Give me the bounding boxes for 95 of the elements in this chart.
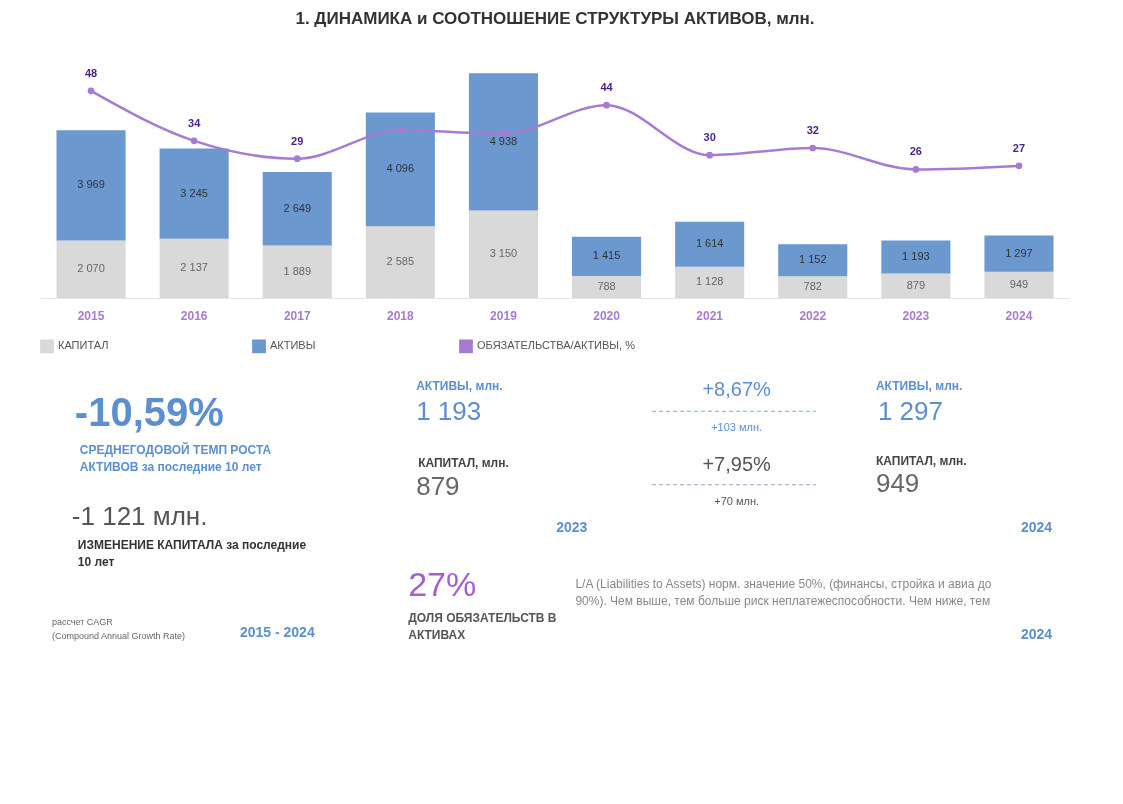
bar: [572, 276, 642, 298]
x-tick-label: 2015: [77, 308, 105, 323]
point: [912, 166, 920, 173]
data-label: 1 297: [1005, 246, 1033, 259]
data-label: 29: [291, 134, 304, 147]
bar: [675, 266, 745, 298]
text: ИЗМЕНЕНИЕ КАПИТАЛА за последние 10 лет: [77, 538, 307, 570]
bar: [56, 240, 126, 298]
x-tick-label: 2023: [902, 308, 930, 323]
data-label: 1 889: [283, 264, 312, 277]
text: L/A (Liabilities to Assets) норм. значение 50%, (финансы, стройка и авиа до 90%). Чем выше, тем больше риск неплатежеспособности. Чем ниже, тем: [575, 576, 992, 608]
x-tick-label: 2021: [696, 308, 724, 323]
bar: [984, 235, 1054, 272]
data-label: 879: [906, 278, 926, 291]
data-label: 44: [600, 81, 614, 94]
data-label: 3 150: [489, 247, 518, 260]
text: +8,67%: [702, 378, 772, 401]
text: +70 млн.: [714, 494, 760, 507]
text: 2024: [1020, 626, 1053, 643]
bar: [262, 171, 332, 246]
text: 1 193: [416, 396, 482, 427]
point: [87, 87, 95, 95]
legend-label: ОБЯЗАТЕЛЬСТВА/АКТИВЫ, %: [477, 339, 636, 352]
text: КАПИТАЛ, млн.: [418, 455, 509, 470]
data-label: 34: [188, 116, 202, 129]
text: +7,95%: [702, 452, 772, 475]
bar: [468, 73, 538, 211]
bar: [778, 276, 848, 298]
data-label: 26: [909, 145, 922, 158]
text: КАПИТАЛ, млн.: [875, 454, 967, 469]
data-label: 949: [1009, 277, 1029, 290]
text: АКТИВЫ, млн.: [416, 378, 503, 393]
text: 879: [416, 470, 460, 501]
data-label: 2 137: [180, 261, 208, 274]
bar: [572, 236, 642, 277]
data-label: 3 969: [77, 178, 105, 191]
text: 27%: [408, 565, 477, 604]
text: 2015 - 2024: [239, 624, 315, 641]
legend-label: КАПИТАЛ: [58, 339, 109, 352]
data-label: 32: [806, 124, 819, 136]
bar: [159, 148, 229, 239]
x-tick-label: 2024: [1005, 308, 1033, 323]
x-tick-label: 2019: [490, 308, 518, 323]
text: -10,59%: [74, 390, 224, 435]
data-label: 1 128: [695, 275, 724, 288]
bar: [262, 245, 332, 298]
point: [293, 155, 301, 163]
x-tick-label: 2020: [593, 308, 621, 323]
point: [603, 101, 610, 109]
bar: [56, 130, 126, 241]
bar: [778, 244, 848, 277]
point: [809, 144, 817, 152]
x-tick-label: 2018: [386, 308, 415, 323]
bar: [159, 238, 229, 298]
point: [396, 126, 404, 134]
data-label: 4 938: [489, 134, 518, 147]
text: рассчет CAGR (Compound Annual Growth Rate): [51, 616, 186, 641]
text: -1 121 млн.: [71, 501, 208, 532]
chart-title: 1. ДИНАМИКА и СООТНОШЕНИЕ СТРУКТУРЫ АКТИВОВ, млн.: [295, 9, 815, 28]
data-label: 2 070: [77, 262, 105, 275]
point: [190, 137, 198, 145]
text: +103 млн.: [711, 420, 763, 433]
data-label: 1 152: [798, 253, 827, 266]
text: ДОЛЯ ОБЯЗАТЕЛЬСТВ В АКТИВАХ: [408, 610, 557, 642]
text: 2023: [556, 519, 588, 536]
data-label: 2 649: [283, 201, 312, 214]
data-label: 3 245: [180, 186, 208, 199]
text: 949: [875, 467, 920, 498]
x-tick-label: 2022: [799, 308, 827, 323]
data-label: 1 193: [902, 250, 930, 263]
point: [1015, 162, 1023, 170]
data-label: 1 614: [695, 237, 724, 250]
data-label: 782: [803, 280, 822, 293]
data-label: 788: [597, 280, 616, 293]
text: 1 297: [877, 396, 944, 427]
legend-label: АКТИВЫ: [270, 339, 316, 352]
bar: [468, 210, 538, 298]
point: [706, 151, 714, 159]
x-tick-label: 2017: [283, 308, 311, 323]
x-tick-label: 2016: [180, 308, 208, 323]
text: 2024: [1020, 519, 1053, 536]
data-label: 2 585: [386, 255, 415, 268]
data-label: 1 415: [592, 249, 621, 262]
bar: [881, 240, 951, 274]
text: АКТИВЫ, млн.: [875, 378, 963, 393]
bar: [365, 112, 435, 227]
bar: [984, 271, 1054, 298]
data-label: 27: [1012, 141, 1026, 154]
data-label: 4 096: [386, 162, 415, 175]
data-label: 48: [84, 66, 98, 79]
bar: [675, 221, 745, 267]
text: СРЕДНЕГОДОВОЙ ТЕМП РОСТА АКТИВОВ за последние 10 лет: [79, 442, 272, 475]
bar: [881, 273, 951, 298]
bar: [365, 226, 435, 298]
data-label: 30: [703, 131, 716, 144]
